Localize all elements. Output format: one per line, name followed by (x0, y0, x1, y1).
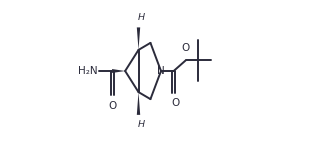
Text: H: H (137, 13, 145, 22)
Text: O: O (108, 101, 116, 111)
Text: N: N (157, 66, 165, 76)
Text: H₂N: H₂N (78, 66, 98, 76)
Polygon shape (112, 69, 125, 73)
Text: O: O (171, 98, 179, 108)
Text: O: O (182, 43, 190, 53)
Polygon shape (137, 92, 140, 115)
Text: H: H (137, 121, 145, 130)
Polygon shape (137, 27, 140, 50)
